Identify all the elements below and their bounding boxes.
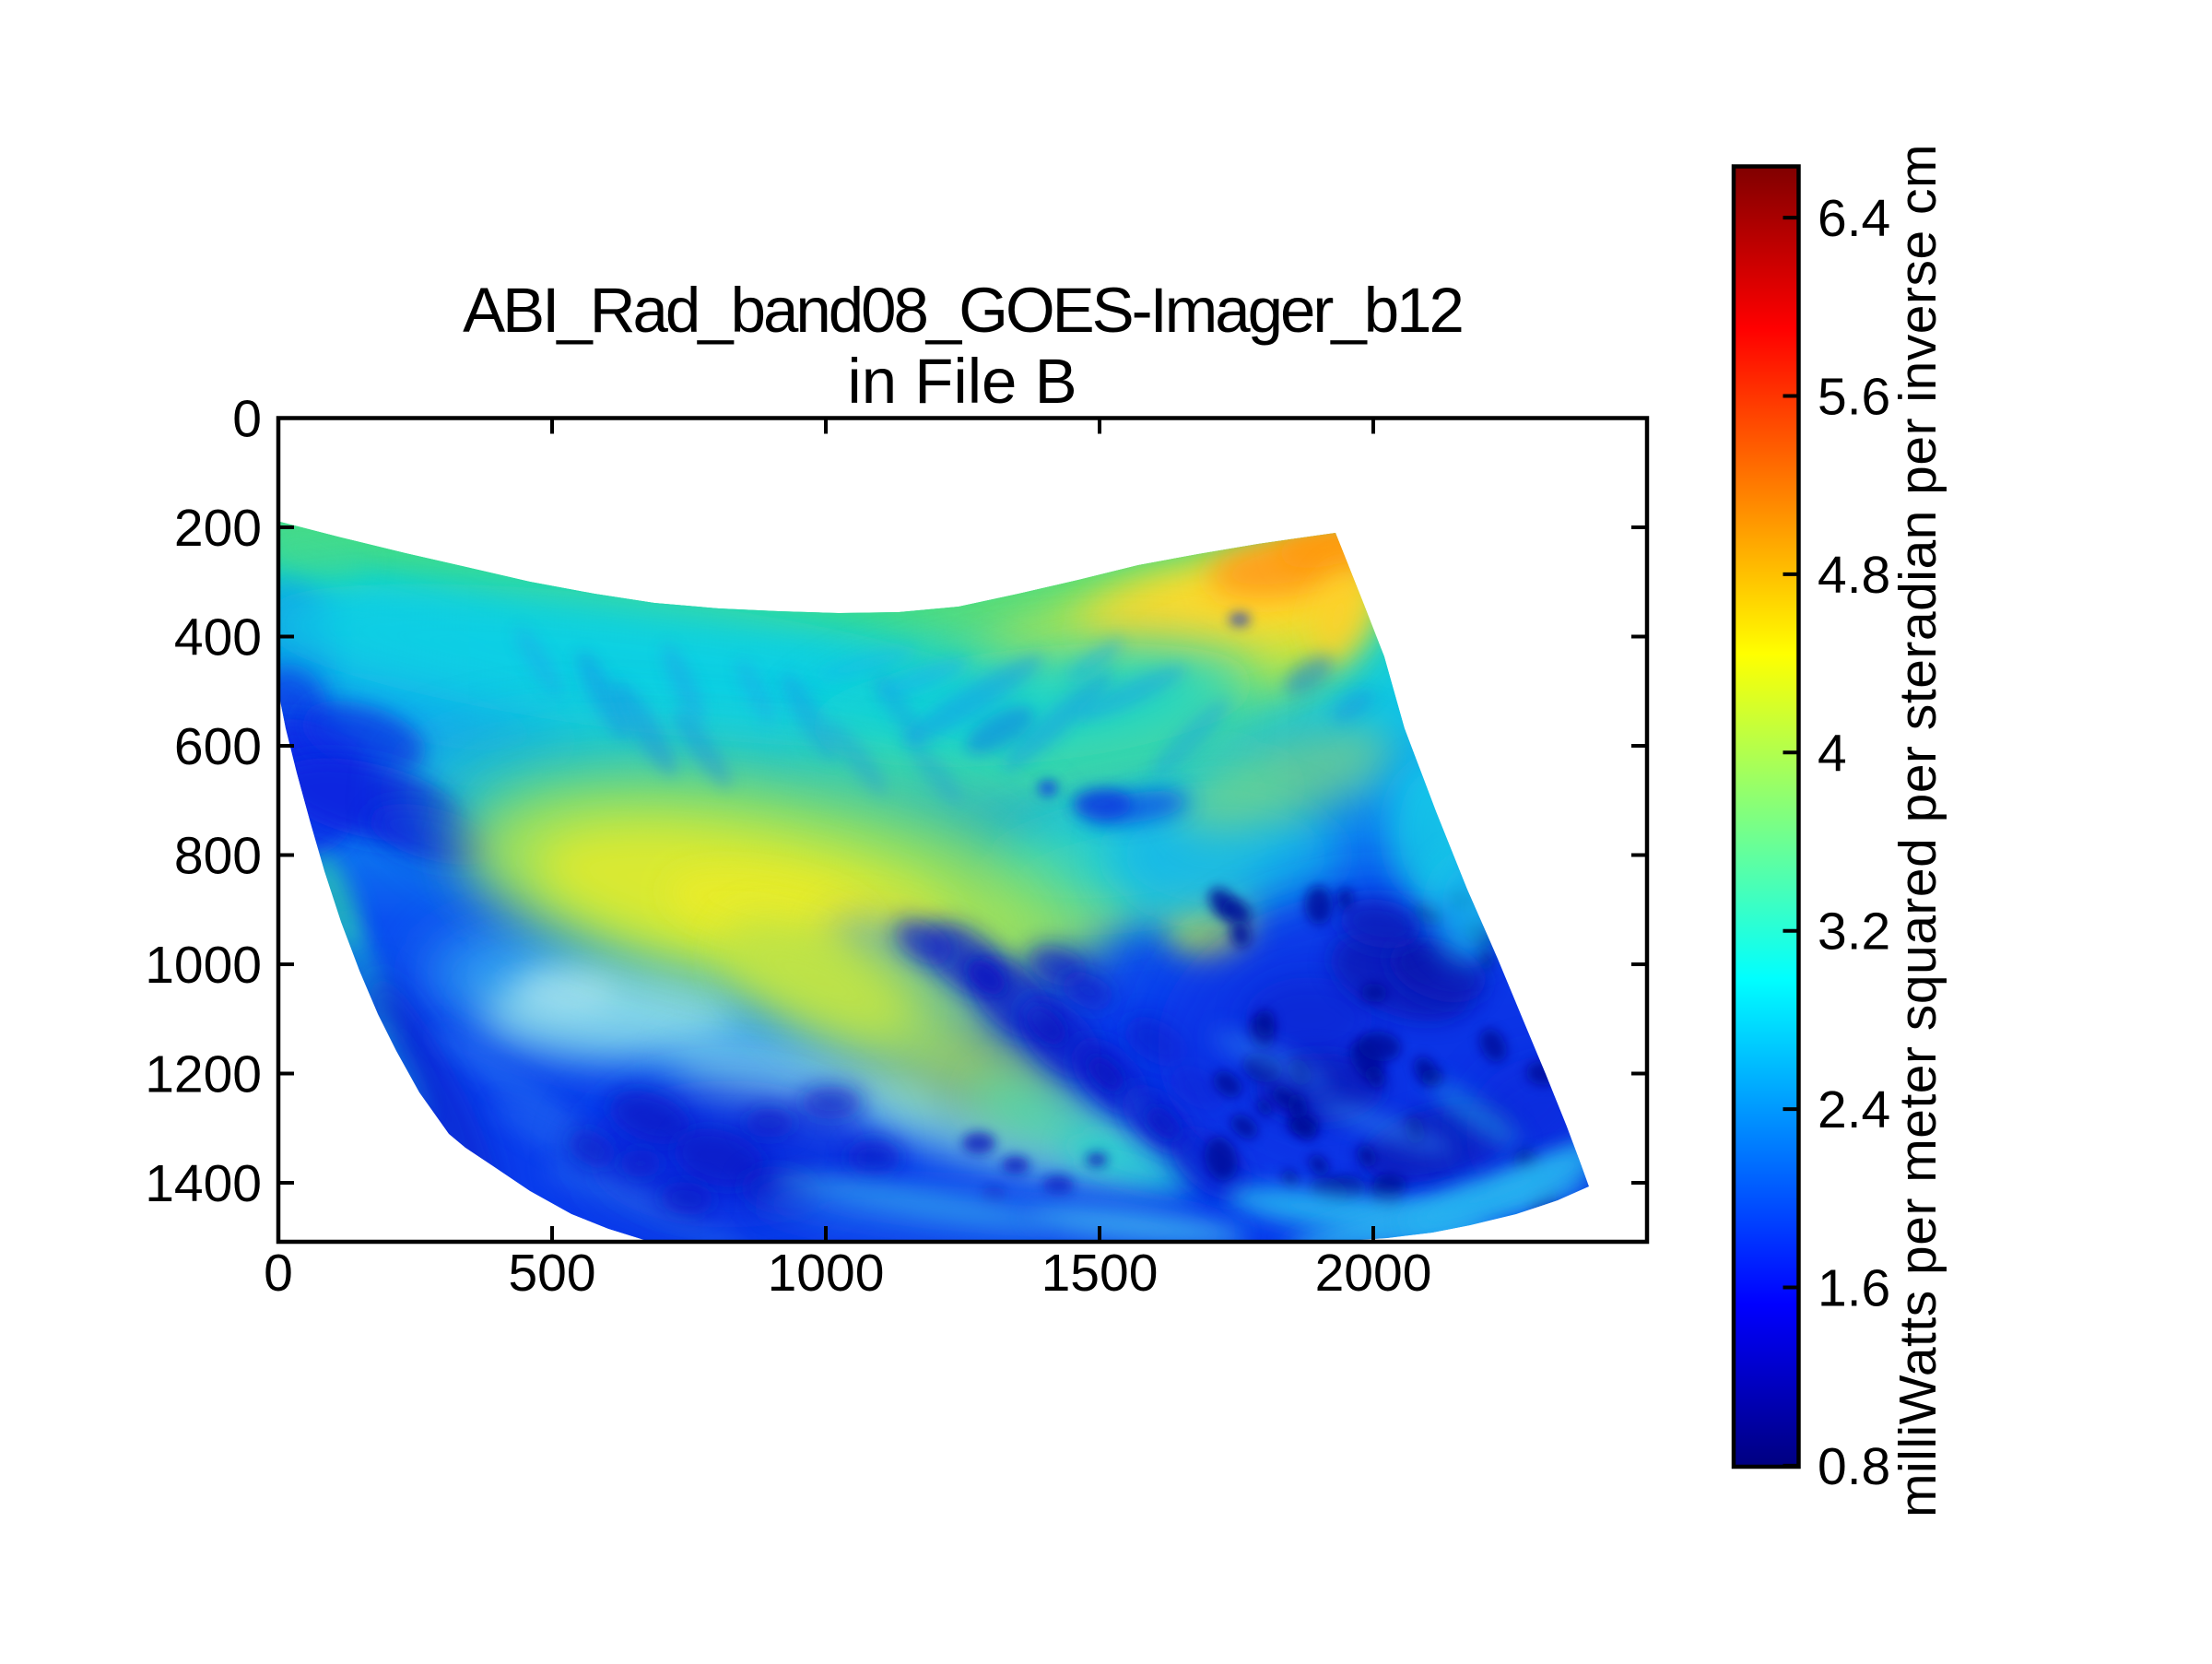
svg-text:2000: 2000 [1315, 1244, 1432, 1303]
svg-text:0: 0 [264, 1244, 293, 1303]
svg-text:6.4: 6.4 [1818, 189, 1890, 248]
svg-text:1200: 1200 [145, 1045, 262, 1104]
svg-text:1500: 1500 [1041, 1244, 1159, 1303]
svg-text:800: 800 [174, 827, 262, 886]
svg-text:1000: 1000 [145, 936, 262, 995]
svg-text:5.6: 5.6 [1818, 368, 1890, 427]
svg-text:0.8: 0.8 [1818, 1437, 1890, 1496]
svg-text:500: 500 [508, 1244, 595, 1303]
svg-text:400: 400 [174, 608, 262, 667]
svg-text:in File B: in File B [847, 346, 1077, 417]
svg-text:1000: 1000 [768, 1244, 885, 1303]
svg-text:600: 600 [174, 717, 262, 776]
svg-text:0: 0 [232, 390, 262, 449]
svg-text:4: 4 [1818, 724, 1847, 783]
svg-text:4.8: 4.8 [1818, 546, 1890, 605]
svg-text:200: 200 [174, 499, 262, 558]
svg-text:3.2: 3.2 [1818, 903, 1890, 962]
svg-text:ABI_Rad_band08_GOES-Imager_b12: ABI_Rad_band08_GOES-Imager_b12 [463, 275, 1462, 346]
svg-text:1400: 1400 [145, 1154, 262, 1213]
svg-text:1.6: 1.6 [1818, 1259, 1890, 1318]
svg-text:2.4: 2.4 [1818, 1080, 1890, 1139]
svg-text:milliWatts per meter squared p: milliWatts per meter squared per steradi… [1888, 144, 1947, 1517]
